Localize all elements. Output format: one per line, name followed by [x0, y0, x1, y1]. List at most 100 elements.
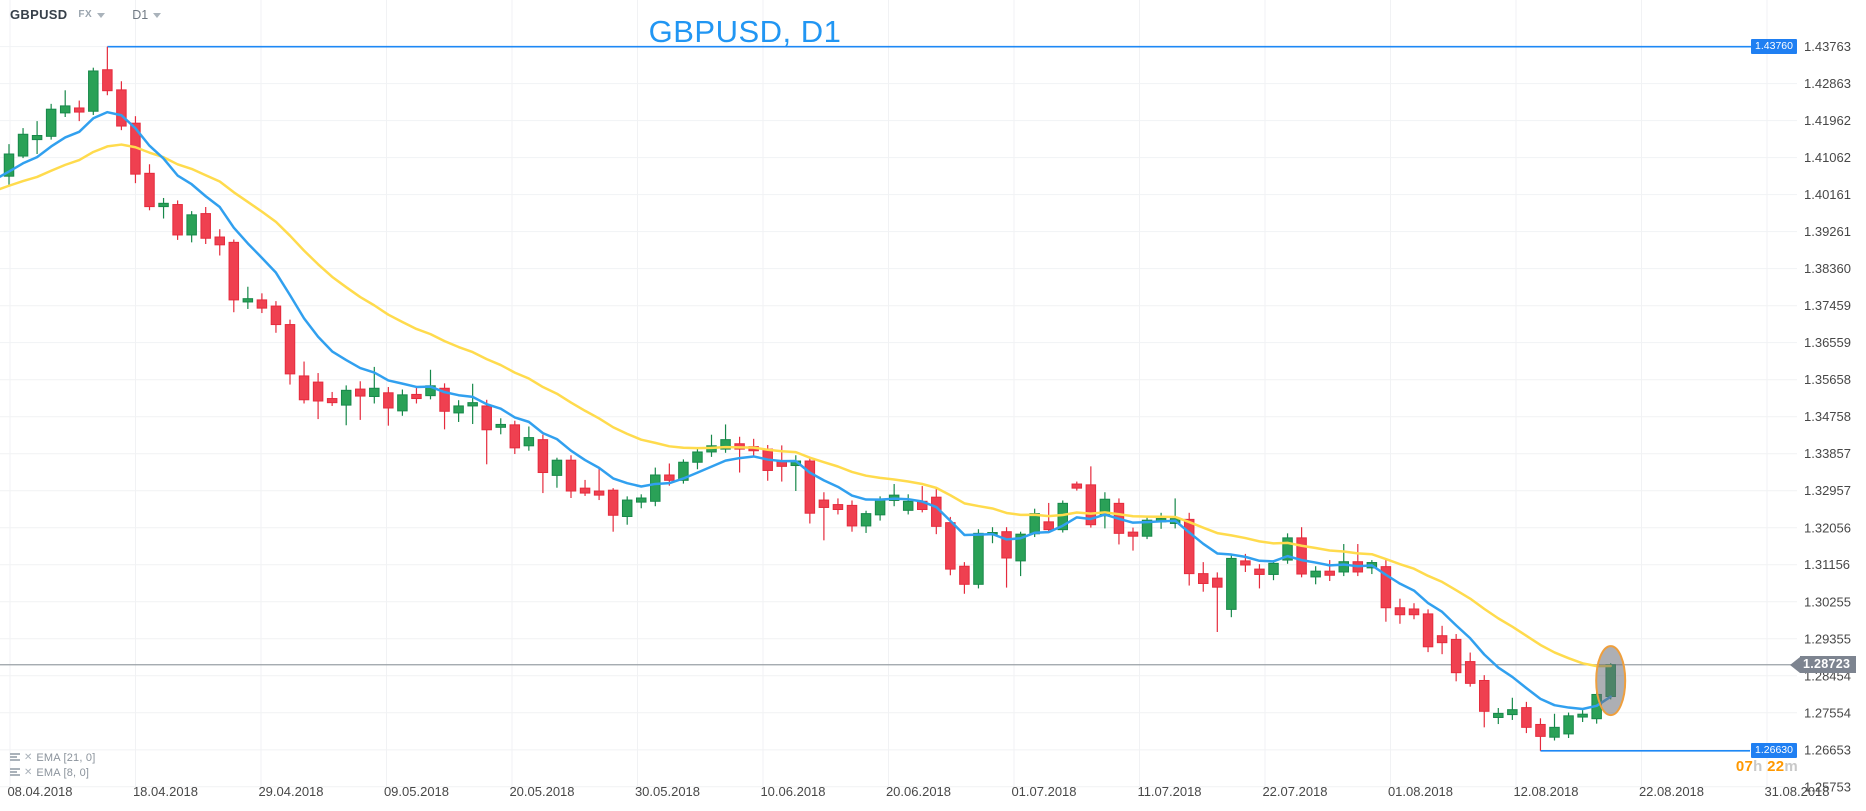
candle-up[interactable]	[1282, 537, 1293, 561]
candle-down[interactable]	[1212, 577, 1223, 588]
candle-down[interactable]	[228, 241, 240, 301]
candle-down[interactable]	[1479, 679, 1490, 712]
candle-up[interactable]	[1029, 513, 1040, 535]
candle-up[interactable]	[860, 513, 872, 527]
candle-up[interactable]	[1226, 557, 1237, 610]
candle-down[interactable]	[1408, 608, 1420, 616]
candle-down[interactable]	[74, 107, 85, 113]
candle-down[interactable]	[593, 490, 605, 496]
candle-down[interactable]	[1198, 573, 1209, 584]
candle-down[interactable]	[1127, 531, 1139, 537]
candle-down[interactable]	[509, 424, 521, 449]
candle-up[interactable]	[369, 387, 380, 397]
candle-up[interactable]	[551, 459, 563, 476]
candle-down[interactable]	[298, 375, 310, 401]
candle-up[interactable]	[1268, 562, 1279, 575]
indicator-levels-icon[interactable]	[10, 753, 20, 762]
candle-up[interactable]	[1507, 709, 1518, 716]
candle-up[interactable]	[17, 133, 29, 157]
candle-down[interactable]	[326, 398, 338, 404]
candle-down[interactable]	[102, 69, 113, 92]
candle-down[interactable]	[1394, 607, 1406, 616]
candle-down[interactable]	[1464, 661, 1476, 684]
candle-down[interactable]	[959, 565, 970, 585]
candle-down[interactable]	[1436, 635, 1448, 644]
candle-down[interactable]	[200, 213, 211, 239]
candle-up[interactable]	[31, 134, 43, 141]
indicator-levels-icon[interactable]	[10, 768, 20, 777]
candle-down[interactable]	[1324, 570, 1335, 576]
candle-down[interactable]	[1043, 521, 1054, 531]
candle-down[interactable]	[1521, 707, 1532, 728]
candle-down[interactable]	[832, 504, 844, 511]
candle-down[interactable]	[439, 387, 450, 412]
candle-down[interactable]	[1001, 531, 1012, 559]
candle-down[interactable]	[355, 388, 366, 397]
candle-up[interactable]	[88, 70, 99, 112]
candle-up[interactable]	[1563, 715, 1574, 735]
candle-down[interactable]	[818, 499, 830, 508]
candle-down[interactable]	[1296, 537, 1307, 575]
market-selector[interactable]: FX	[76, 9, 106, 20]
candle-down[interactable]	[537, 439, 549, 474]
candle-down[interactable]	[945, 522, 956, 570]
candle-up[interactable]	[186, 214, 197, 236]
candle-up[interactable]	[621, 499, 633, 517]
candle-up[interactable]	[874, 499, 886, 516]
candle-up[interactable]	[1015, 533, 1026, 562]
candle-down[interactable]	[565, 459, 577, 492]
candle-up[interactable]	[720, 439, 731, 450]
timeframe-selector[interactable]: D1	[114, 8, 162, 22]
candle-up[interactable]	[1549, 726, 1560, 738]
candle-down[interactable]	[846, 504, 858, 527]
candle-down[interactable]	[312, 381, 324, 402]
candle-down[interactable]	[383, 392, 394, 409]
candle-down[interactable]	[256, 299, 268, 309]
candle-up[interactable]	[973, 532, 984, 585]
candle-up[interactable]	[523, 437, 535, 447]
candle-up[interactable]	[1141, 519, 1153, 537]
candle-up[interactable]	[453, 405, 464, 414]
candle-down[interactable]	[116, 89, 127, 127]
candle-up[interactable]	[1338, 561, 1349, 573]
remove-indicator-icon[interactable]: ✕	[24, 766, 33, 778]
candle-down[interactable]	[1535, 723, 1546, 737]
candle-up[interactable]	[1310, 570, 1321, 578]
candle-down[interactable]	[1071, 483, 1083, 489]
candle-down[interactable]	[804, 460, 816, 514]
candle-up[interactable]	[45, 108, 57, 137]
candle-down[interactable]	[1240, 560, 1251, 566]
indicator-row-ema21[interactable]: ✕ EMA [21, 0]	[10, 750, 95, 765]
candle-up[interactable]	[650, 474, 661, 502]
candle-up[interactable]	[495, 423, 506, 428]
candle-down[interactable]	[1254, 568, 1265, 575]
candle-up[interactable]	[59, 105, 71, 114]
candle-down[interactable]	[284, 324, 296, 375]
candle-down[interactable]	[1183, 518, 1195, 575]
candle-down[interactable]	[664, 474, 675, 481]
price-tag-high[interactable]: 1.43760	[1751, 39, 1797, 55]
candle-down[interactable]	[411, 393, 422, 400]
candle-down[interactable]	[1085, 484, 1097, 526]
highlight-ellipse[interactable]	[1595, 645, 1627, 717]
candle-down[interactable]	[1422, 613, 1434, 648]
candle-up[interactable]	[158, 202, 169, 208]
ema-21-line[interactable]	[0, 143, 1612, 668]
ema-8-line[interactable]	[0, 110, 1612, 711]
candle-down[interactable]	[1450, 638, 1462, 674]
candle-up[interactable]	[467, 402, 478, 407]
candle-up[interactable]	[692, 451, 703, 463]
remove-indicator-icon[interactable]: ✕	[24, 751, 33, 763]
candle-up[interactable]	[397, 394, 408, 412]
candle-down[interactable]	[579, 487, 591, 494]
candle-up[interactable]	[636, 497, 647, 503]
candle-up[interactable]	[1493, 712, 1504, 718]
candle-down[interactable]	[214, 236, 225, 246]
candle-down[interactable]	[607, 489, 619, 516]
candle-down[interactable]	[481, 405, 492, 431]
candle-down[interactable]	[172, 204, 183, 236]
candle-up[interactable]	[902, 500, 914, 511]
candle-up[interactable]	[1577, 713, 1588, 718]
candle-down[interactable]	[1380, 566, 1392, 609]
